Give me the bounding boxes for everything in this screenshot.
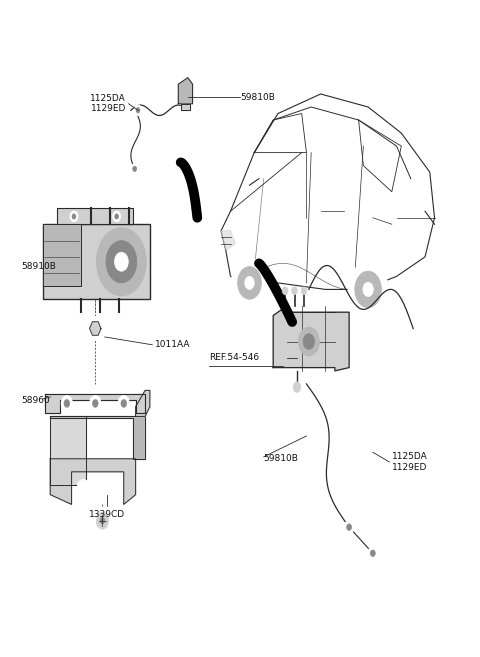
Text: 1125DA
1129ED: 1125DA 1129ED — [90, 94, 126, 114]
Circle shape — [93, 399, 98, 407]
Circle shape — [72, 214, 76, 219]
Circle shape — [238, 267, 261, 299]
Polygon shape — [180, 104, 190, 110]
Ellipse shape — [101, 480, 113, 490]
Text: 58910B: 58910B — [22, 262, 57, 271]
Text: REF.54-546: REF.54-546 — [209, 353, 259, 362]
Circle shape — [347, 524, 351, 530]
Ellipse shape — [77, 480, 89, 490]
Circle shape — [136, 108, 140, 113]
Circle shape — [134, 105, 142, 116]
Circle shape — [118, 396, 130, 411]
Circle shape — [100, 518, 105, 524]
Circle shape — [344, 521, 354, 533]
Circle shape — [368, 547, 378, 560]
Circle shape — [61, 396, 72, 411]
Circle shape — [303, 334, 314, 350]
Circle shape — [348, 262, 388, 317]
Polygon shape — [50, 417, 145, 459]
Circle shape — [115, 214, 119, 219]
Circle shape — [93, 508, 112, 533]
Circle shape — [292, 287, 298, 294]
Polygon shape — [273, 306, 349, 371]
Circle shape — [131, 164, 138, 174]
Circle shape — [231, 258, 267, 307]
Circle shape — [106, 240, 137, 283]
Circle shape — [301, 287, 307, 294]
Circle shape — [64, 399, 70, 407]
Polygon shape — [50, 417, 86, 485]
Polygon shape — [136, 390, 150, 417]
Circle shape — [96, 512, 108, 529]
Circle shape — [293, 382, 301, 392]
Circle shape — [121, 399, 127, 407]
Circle shape — [87, 317, 104, 340]
Polygon shape — [46, 394, 145, 413]
Circle shape — [113, 212, 120, 221]
Polygon shape — [50, 459, 136, 505]
Circle shape — [70, 212, 78, 221]
Text: 1125DA
1129ED: 1125DA 1129ED — [392, 453, 428, 472]
Circle shape — [245, 277, 254, 290]
Polygon shape — [90, 322, 101, 335]
Text: 59810B: 59810B — [264, 454, 299, 463]
Circle shape — [299, 327, 319, 356]
FancyBboxPatch shape — [43, 224, 81, 286]
Circle shape — [96, 228, 146, 296]
Polygon shape — [179, 78, 192, 104]
FancyBboxPatch shape — [57, 208, 133, 224]
Text: 1339CD: 1339CD — [89, 510, 125, 518]
Circle shape — [363, 283, 373, 296]
Circle shape — [371, 550, 375, 556]
FancyBboxPatch shape — [43, 224, 150, 299]
Polygon shape — [221, 231, 235, 250]
Circle shape — [90, 396, 101, 411]
Text: 58960: 58960 — [22, 396, 50, 405]
Circle shape — [133, 166, 137, 171]
Circle shape — [115, 252, 128, 271]
Circle shape — [408, 283, 418, 296]
Circle shape — [282, 287, 288, 294]
Text: 59810B: 59810B — [240, 93, 275, 102]
Text: 1011AA: 1011AA — [155, 340, 190, 350]
Circle shape — [355, 271, 382, 307]
